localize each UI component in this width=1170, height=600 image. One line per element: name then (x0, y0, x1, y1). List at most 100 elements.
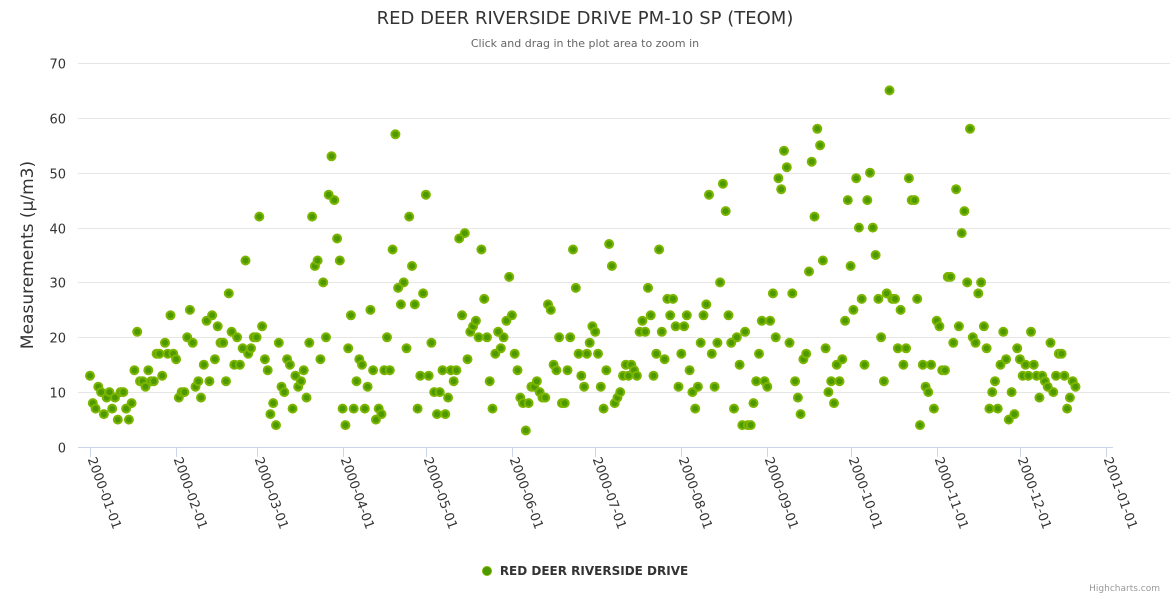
data-point[interactable] (928, 403, 939, 414)
data-point[interactable] (157, 370, 168, 381)
data-point[interactable] (676, 348, 687, 359)
data-point[interactable] (817, 255, 828, 266)
data-point[interactable] (801, 348, 812, 359)
data-point[interactable] (376, 409, 387, 420)
data-point[interactable] (853, 222, 864, 233)
data-point[interactable] (448, 376, 459, 387)
data-point[interactable] (326, 151, 337, 162)
data-point[interactable] (767, 288, 778, 299)
data-point[interactable] (923, 387, 934, 398)
data-point[interactable] (717, 178, 728, 189)
data-point[interactable] (148, 376, 159, 387)
data-point[interactable] (648, 370, 659, 381)
data-point[interactable] (418, 288, 429, 299)
data-point[interactable] (709, 381, 720, 392)
data-point[interactable] (981, 343, 992, 354)
data-point[interactable] (959, 206, 970, 217)
data-point[interactable] (945, 271, 956, 282)
data-point[interactable] (296, 376, 306, 387)
data-point[interactable] (457, 310, 467, 321)
data-point[interactable] (776, 184, 787, 195)
data-point[interactable] (606, 261, 617, 271)
data-point[interactable] (107, 403, 118, 414)
data-point[interactable] (823, 387, 834, 398)
data-point[interactable] (265, 409, 276, 420)
data-point[interactable] (140, 381, 151, 392)
data-point[interactable] (1056, 348, 1067, 359)
data-point[interactable] (720, 206, 731, 217)
data-point[interactable] (915, 420, 925, 431)
data-point[interactable] (412, 403, 423, 414)
data-point[interactable] (842, 195, 853, 206)
data-point[interactable] (734, 359, 745, 370)
data-point[interactable] (909, 195, 920, 206)
data-point[interactable] (337, 403, 348, 414)
data-point[interactable] (573, 348, 584, 359)
data-point[interactable] (395, 299, 406, 310)
legend-item-label[interactable]: RED DEER RIVERSIDE DRIVE (499, 564, 689, 578)
data-point[interactable] (781, 162, 792, 173)
data-point[interactable] (254, 211, 265, 222)
data-point[interactable] (443, 392, 454, 403)
data-point[interactable] (279, 387, 290, 398)
data-point[interactable] (559, 398, 570, 409)
data-point[interactable] (482, 332, 492, 343)
data-point[interactable] (970, 337, 981, 348)
data-point[interactable] (692, 381, 703, 392)
data-point[interactable] (440, 409, 451, 420)
data-point[interactable] (187, 337, 198, 348)
legend[interactable]: RED DEER RIVERSIDE DRIVE (0, 564, 1170, 578)
data-point[interactable] (1034, 392, 1045, 403)
data-point[interactable] (154, 348, 165, 359)
data-point[interactable] (132, 326, 143, 337)
data-point[interactable] (334, 255, 345, 266)
data-point[interactable] (579, 381, 590, 392)
data-point[interactable] (357, 359, 367, 370)
data-point[interactable] (867, 222, 878, 233)
data-point[interactable] (476, 244, 487, 255)
credits-link[interactable]: Highcharts.com (1089, 584, 1160, 594)
data-point[interactable] (978, 321, 989, 332)
data-point[interactable] (806, 156, 817, 167)
data-point[interactable] (290, 370, 301, 381)
data-point[interactable] (129, 365, 140, 376)
data-point[interactable] (576, 370, 587, 381)
data-point[interactable] (815, 140, 826, 151)
data-point[interactable] (198, 359, 209, 370)
data-point[interactable] (232, 332, 243, 343)
data-point[interactable] (298, 365, 309, 376)
data-point[interactable] (679, 321, 690, 332)
data-point[interactable] (262, 365, 273, 376)
data-point[interactable] (315, 354, 326, 365)
data-point[interactable] (104, 387, 115, 398)
data-point[interactable] (998, 326, 1009, 337)
data-point[interactable] (184, 304, 195, 315)
data-point[interactable] (484, 376, 495, 387)
data-point[interactable] (498, 332, 509, 343)
data-point[interactable] (829, 398, 839, 409)
data-point[interactable] (723, 310, 734, 321)
data-point[interactable] (809, 211, 820, 222)
data-point[interactable] (593, 348, 603, 359)
data-point[interactable] (470, 315, 481, 326)
data-point[interactable] (284, 359, 295, 370)
data-point[interactable] (520, 425, 531, 436)
data-point[interactable] (990, 376, 1000, 387)
data-point[interactable] (1070, 381, 1081, 392)
data-point[interactable] (787, 288, 798, 299)
data-point[interactable] (85, 370, 95, 381)
data-point[interactable] (329, 195, 340, 206)
data-point[interactable] (831, 359, 842, 370)
data-point[interactable] (409, 299, 420, 310)
data-point[interactable] (268, 398, 279, 409)
data-point[interactable] (881, 288, 892, 299)
data-point[interactable] (407, 261, 417, 271)
data-point[interactable] (259, 354, 270, 365)
data-point[interactable] (398, 277, 409, 288)
data-point[interactable] (359, 403, 370, 414)
data-point[interactable] (90, 403, 101, 414)
data-point[interactable] (748, 398, 759, 409)
data-point[interactable] (565, 332, 576, 343)
data-point[interactable] (995, 359, 1006, 370)
data-point[interactable] (953, 321, 964, 332)
